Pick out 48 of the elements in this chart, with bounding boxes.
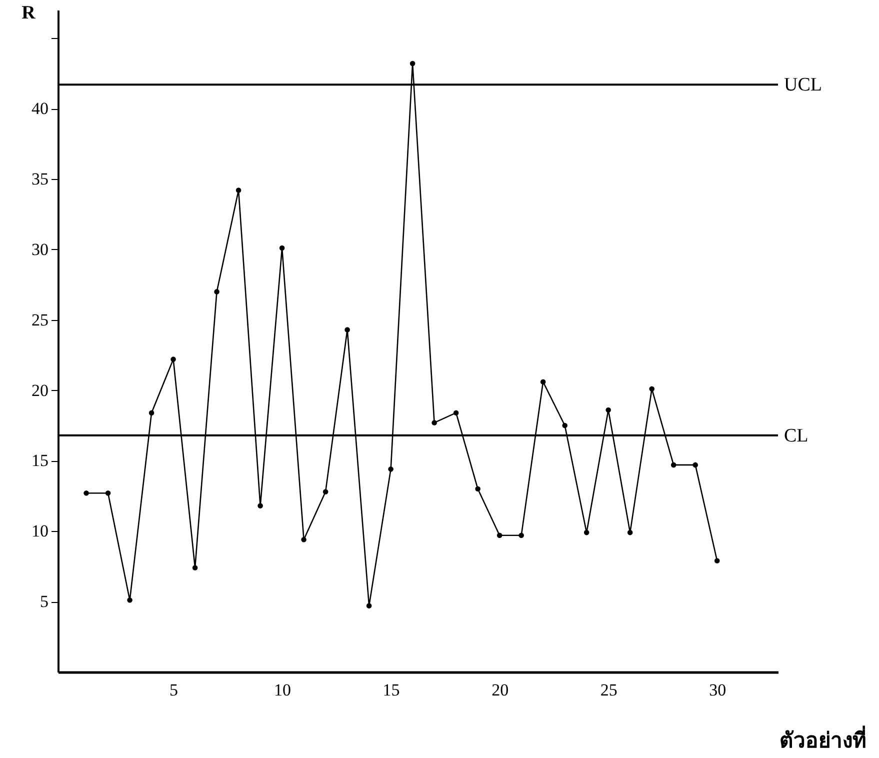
point [453,410,459,416]
ref-line-label: CL [784,425,808,446]
point [606,407,611,413]
point [366,603,372,608]
x-tick-label: 30 [709,680,726,700]
point [388,466,394,472]
point [279,245,285,251]
ref-line-label: UCL [784,74,822,96]
y-tick-label: 10 [32,522,48,541]
point [127,598,132,603]
point [301,536,306,542]
point [148,410,154,416]
y-tick-label: 25 [32,310,48,330]
point [714,558,720,564]
x-tick-label: 10 [274,680,292,700]
point [670,462,676,468]
point [518,532,524,538]
y-tick-label: 15 [32,451,48,470]
point [84,490,89,496]
point [236,188,242,193]
x-tick-label: 20 [492,680,509,700]
point [562,422,568,428]
point [344,327,350,332]
x-tick-label: 5 [170,680,178,700]
point [540,379,546,384]
point [692,462,698,468]
point [475,486,480,492]
point [258,503,263,508]
point [105,490,111,496]
point [627,530,633,536]
point [322,489,328,494]
y-tick-label: 40 [32,99,48,118]
y-tick-label: 30 [32,240,48,259]
y-tick-label: 20 [32,380,48,400]
point [192,565,198,570]
point [170,356,176,362]
y-tick-label: 5 [40,592,48,612]
y-tick-label: 35 [32,170,48,189]
point [649,386,654,392]
x-axis-title: ตัวอย่างที่ [780,724,866,752]
x-tick-label: 25 [600,680,618,700]
x-tick-label: 15 [382,680,400,700]
point [584,530,590,536]
point [410,60,416,66]
point [496,532,502,538]
point [432,420,437,426]
point [214,289,220,294]
y-axis-title: R [22,2,36,24]
